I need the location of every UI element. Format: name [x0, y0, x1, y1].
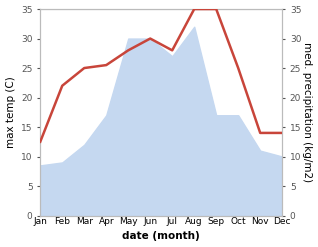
Y-axis label: med. precipitation (kg/m2): med. precipitation (kg/m2): [302, 42, 313, 182]
Y-axis label: max temp (C): max temp (C): [5, 76, 16, 148]
X-axis label: date (month): date (month): [122, 231, 200, 242]
